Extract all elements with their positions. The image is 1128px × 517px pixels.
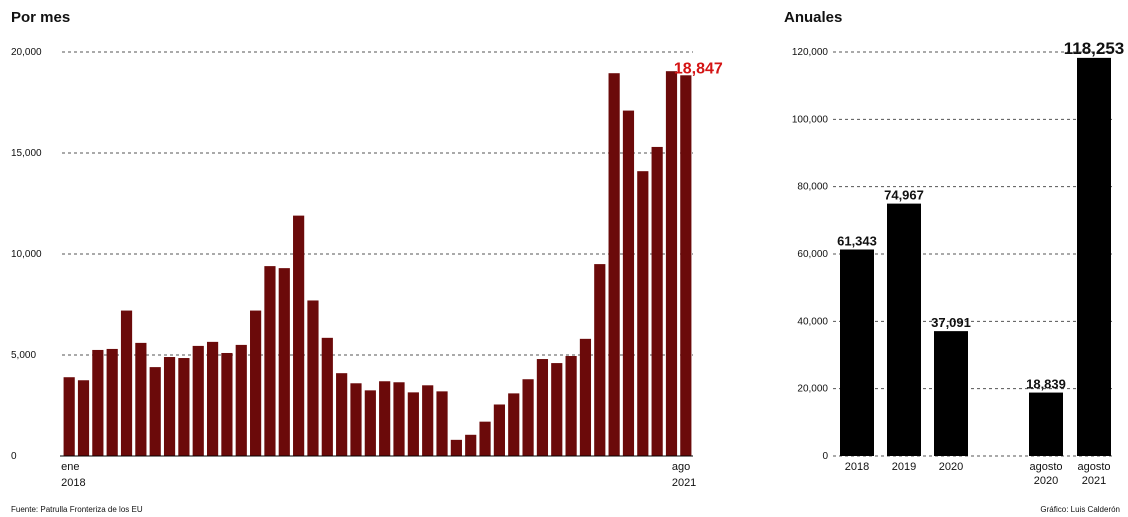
monthly-bar — [206, 341, 219, 456]
monthly-bar — [493, 404, 505, 456]
monthly-bar — [422, 385, 434, 456]
monthly-bar — [393, 382, 405, 456]
monthly-bar — [465, 434, 477, 456]
annual-value-label: 37,091 — [931, 315, 971, 330]
y-tick-label: 15,000 — [11, 148, 42, 159]
annual-value-label: 118,253 — [1064, 39, 1125, 58]
annual-bar — [934, 331, 968, 456]
monthly-bar — [579, 338, 592, 456]
monthly-bar — [336, 373, 348, 456]
monthly-bar — [651, 146, 663, 456]
monthly-bar — [622, 110, 635, 456]
monthly-bar — [77, 380, 90, 456]
y-tick-label: 5,000 — [11, 350, 36, 361]
monthly-bar — [508, 393, 520, 456]
y-tick-label: 20,000 — [797, 384, 828, 395]
monthly-bar — [608, 73, 620, 457]
monthly-bar — [307, 300, 319, 456]
credit-note: Gráfico: Luis Calderón — [1040, 505, 1120, 514]
x-start-year: 2018 — [61, 477, 85, 489]
annual-bar — [1077, 57, 1111, 457]
monthly-bar — [92, 349, 104, 456]
latest-value-label: 18,847 — [674, 60, 723, 77]
monthly-bar — [264, 266, 276, 456]
annual-bar — [1029, 392, 1063, 456]
monthly-bar — [522, 379, 534, 456]
monthly-bar — [364, 390, 376, 456]
monthly-bar — [250, 310, 262, 456]
annual-chart-title: Anuales — [784, 9, 842, 26]
monthly-bar — [149, 367, 161, 456]
x-start-month: ene — [61, 461, 79, 473]
annual-category-label: agosto — [1029, 461, 1062, 473]
monthly-bar — [63, 377, 75, 456]
monthly-bar — [192, 345, 204, 456]
monthly-bar — [665, 71, 678, 456]
monthly-bar — [436, 391, 448, 456]
monthly-bar — [379, 381, 391, 456]
x-end-year: 2021 — [672, 477, 696, 489]
monthly-bar — [106, 348, 118, 456]
annual-category-label: agosto — [1077, 461, 1110, 473]
monthly-bar — [350, 383, 362, 456]
monthly-chart-title: Por mes — [11, 9, 70, 26]
monthly-bar — [680, 75, 692, 457]
monthly-bar — [135, 342, 147, 456]
y-tick-label: 40,000 — [797, 316, 828, 327]
monthly-bar — [479, 421, 491, 456]
monthly-chart: 0 5,000 10,000 15,000 20,000 ene 2018 ago 2021 18… — [11, 47, 723, 489]
monthly-bar — [178, 358, 190, 456]
annual-category-label: 2019 — [892, 461, 916, 473]
annual-chart: 0 20,000 40,000 60,000 80,000 100,000 120,000 6… — [792, 39, 1124, 487]
annual-value-label: 61,343 — [837, 233, 877, 248]
monthly-bar — [407, 392, 419, 456]
monthly-bar — [221, 352, 233, 456]
y-tick-label: 80,000 — [797, 182, 828, 193]
annual-category-label: 2020 — [1034, 475, 1058, 487]
annual-value-label: 18,839 — [1026, 377, 1066, 392]
annual-value-label: 74,967 — [884, 188, 924, 203]
monthly-bar — [235, 344, 247, 456]
y-tick-label: 0 — [822, 451, 828, 462]
source-note: Fuente: Patrulla Fronteriza de los EU — [11, 505, 143, 514]
y-tick-label: 10,000 — [11, 249, 42, 260]
y-tick-label: 100,000 — [792, 114, 829, 125]
monthly-bar — [278, 268, 290, 456]
monthly-bar — [637, 171, 649, 456]
annual-category-label: 2020 — [939, 461, 963, 473]
monthly-bar — [450, 439, 462, 456]
y-tick-label: 20,000 — [11, 47, 42, 58]
x-end-month: ago — [672, 461, 690, 473]
y-tick-label: 60,000 — [797, 249, 828, 260]
annual-bar — [887, 203, 921, 456]
monthly-bar — [120, 310, 133, 456]
monthly-bar — [321, 337, 333, 456]
monthly-bar — [551, 363, 563, 456]
y-tick-label: 120,000 — [792, 47, 829, 58]
monthly-bar — [293, 215, 305, 456]
y-tick-label: 0 — [11, 451, 17, 462]
monthly-bar — [594, 264, 606, 456]
annual-category-label: 2021 — [1082, 475, 1106, 487]
annual-bar — [840, 249, 874, 456]
monthly-bar — [163, 357, 176, 456]
monthly-bar — [536, 359, 549, 456]
annual-category-label: 2018 — [845, 461, 869, 473]
monthly-bar — [565, 356, 577, 456]
